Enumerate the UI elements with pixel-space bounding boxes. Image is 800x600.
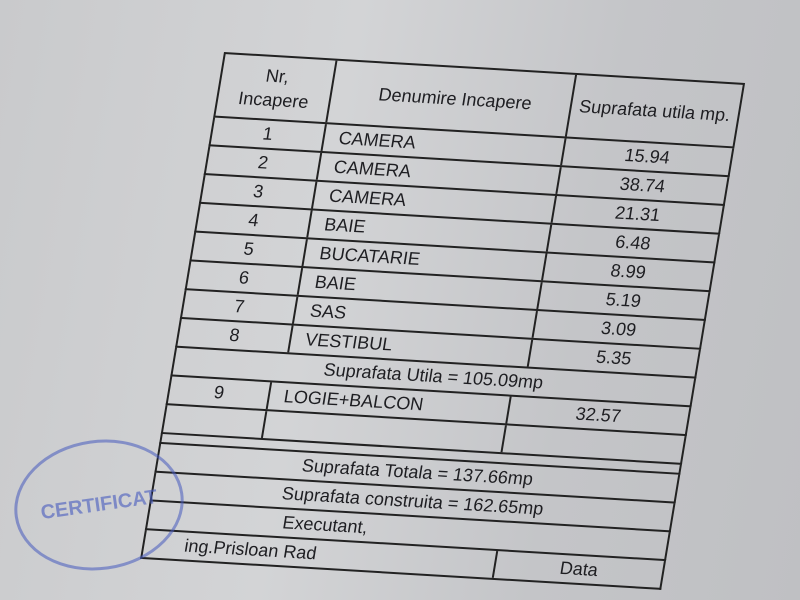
row-nr: 4 xyxy=(196,203,313,238)
row-nr: 1 xyxy=(210,117,327,152)
row-nr: 7 xyxy=(182,290,299,324)
empty-cell xyxy=(163,405,268,438)
row-nr: 2 xyxy=(205,146,323,180)
header-denumire: Denumire Incapere xyxy=(327,60,578,137)
row-nr: 6 xyxy=(186,261,304,295)
header-suprafata: Suprafata utila mp. xyxy=(577,96,732,126)
row-nr: 9 xyxy=(167,376,273,410)
row-nr: 3 xyxy=(201,175,318,209)
room-area-table: Nr, Incapere Denumire Incapere Suprafata… xyxy=(140,52,746,590)
row-nr: 8 xyxy=(177,318,294,353)
row-nr: 5 xyxy=(191,232,308,267)
stamp-text: CERTIFICAT xyxy=(39,485,159,524)
header-nr: Nr, Incapere xyxy=(215,54,338,123)
